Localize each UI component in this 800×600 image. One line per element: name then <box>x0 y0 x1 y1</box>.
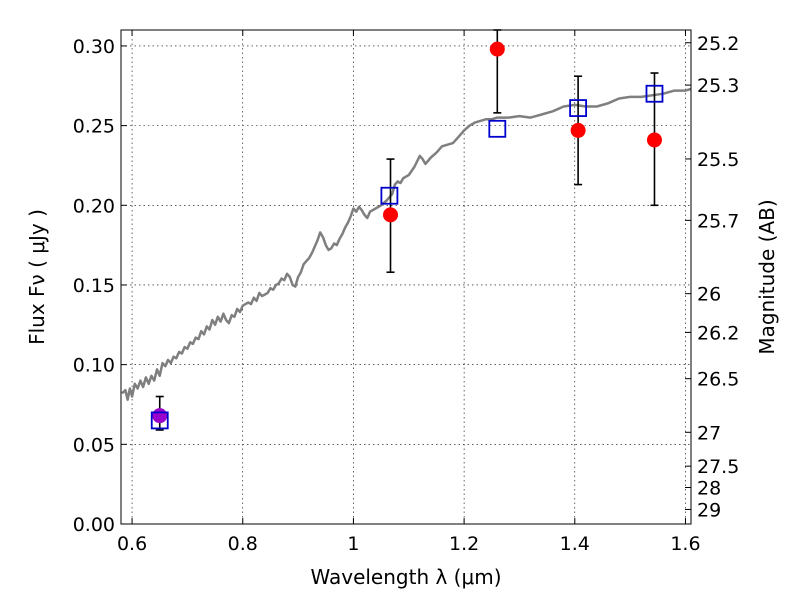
y2-tick-label: 26.5 <box>697 369 739 391</box>
plot-frame <box>120 29 692 525</box>
model-spectrum-line <box>121 87 692 401</box>
y2-tick-label: 25.5 <box>697 149 739 171</box>
x-tick-label: 0.6 <box>117 533 147 555</box>
y2-tick-label: 26.2 <box>697 322 739 344</box>
y-tick-label: 0.30 <box>73 36 115 58</box>
y-axis-label: Flux Fν ( μJy ) <box>25 209 49 345</box>
y2-tick-label: 25.2 <box>697 33 739 55</box>
y-tick-label: 0.20 <box>73 195 115 217</box>
y2-tick-label: 25.7 <box>697 210 739 232</box>
y2-tick-label: 26 <box>697 284 721 306</box>
flux-point <box>152 408 168 424</box>
x-axis-label: Wavelength λ (μm) <box>310 565 501 589</box>
y-axis-left: 0.00 0.05 0.10 0.15 0.20 0.25 0.30 <box>73 36 127 536</box>
flux-point <box>383 207 399 223</box>
y-tick-label: 0.25 <box>73 116 115 138</box>
y-tick-label: 0.05 <box>73 434 115 456</box>
y2-tick-label: 25.3 <box>697 75 739 97</box>
flux-point <box>646 132 662 148</box>
y2-tick-label: 27.5 <box>697 456 739 478</box>
x-axis: 0.6 0.8 1 1.2 1.4 1.6 <box>117 30 701 555</box>
model-square-marker <box>150 411 169 430</box>
y-tick-label: 0.15 <box>73 275 115 297</box>
y-tick-label: 0.10 <box>73 355 115 377</box>
y2-axis-label: Magnitude (AB) <box>755 199 779 354</box>
model-square-marker <box>569 99 588 117</box>
y-tick-label: 0.00 <box>73 514 115 536</box>
x-tick-label: 1.4 <box>560 533 590 555</box>
model-square-marker <box>645 84 664 103</box>
plot-area <box>121 29 692 431</box>
y2-tick-label: 27 <box>697 422 721 444</box>
y2-tick-label: 28 <box>697 477 721 499</box>
x-tick-label: 1.2 <box>449 533 479 555</box>
flux-point <box>489 41 505 57</box>
x-tick-label: 1.6 <box>670 533 700 555</box>
x-tick-label: 1 <box>347 533 359 555</box>
model-square-marker <box>488 119 507 138</box>
x-tick-label: 0.8 <box>228 533 258 555</box>
flux-point <box>570 122 586 138</box>
model-square-marker <box>380 186 399 205</box>
y2-tick-label: 29 <box>697 499 721 521</box>
